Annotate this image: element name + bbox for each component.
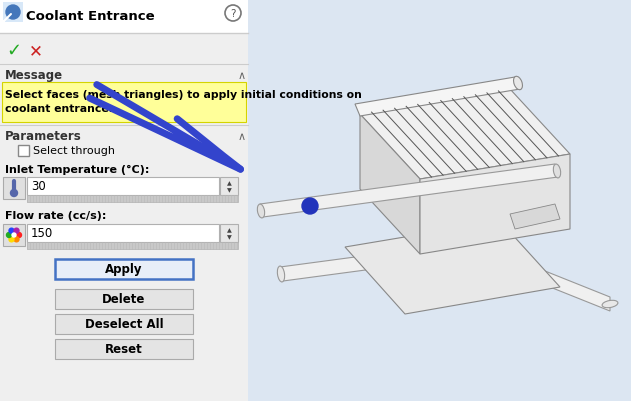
FancyBboxPatch shape [55, 289, 193, 309]
Text: ✕: ✕ [29, 42, 43, 60]
Text: ∧: ∧ [238, 71, 246, 81]
Polygon shape [510, 205, 560, 229]
Circle shape [302, 198, 318, 215]
Ellipse shape [514, 77, 522, 91]
Text: ▼: ▼ [227, 235, 232, 240]
FancyBboxPatch shape [3, 225, 25, 246]
Text: Flow rate (cc/s):: Flow rate (cc/s): [5, 211, 107, 221]
Text: Reset: Reset [105, 342, 143, 356]
Circle shape [14, 229, 19, 234]
Text: ✓: ✓ [6, 42, 21, 60]
FancyBboxPatch shape [3, 3, 23, 23]
Circle shape [14, 237, 19, 242]
Ellipse shape [257, 205, 264, 219]
Text: Deselect All: Deselect All [85, 318, 163, 331]
Circle shape [11, 190, 18, 197]
Polygon shape [260, 164, 558, 217]
Text: ∧: ∧ [238, 132, 246, 142]
FancyBboxPatch shape [248, 0, 631, 401]
Text: ▲: ▲ [227, 228, 232, 233]
Ellipse shape [553, 165, 561, 178]
Text: Select through: Select through [33, 146, 115, 156]
Text: Select faces (mesh triangles) to apply initial conditions on: Select faces (mesh triangles) to apply i… [5, 90, 362, 100]
FancyBboxPatch shape [220, 225, 238, 242]
Polygon shape [355, 78, 520, 117]
Polygon shape [420, 155, 570, 254]
Circle shape [6, 6, 20, 20]
FancyBboxPatch shape [27, 196, 238, 203]
Text: Coolant Entrance: Coolant Entrance [26, 10, 155, 23]
FancyBboxPatch shape [27, 225, 219, 242]
Polygon shape [360, 90, 570, 180]
Text: Apply: Apply [105, 263, 143, 276]
FancyBboxPatch shape [3, 178, 25, 200]
FancyBboxPatch shape [27, 178, 219, 196]
Text: 150: 150 [31, 227, 53, 240]
FancyBboxPatch shape [248, 0, 631, 401]
FancyBboxPatch shape [18, 146, 29, 157]
Text: coolant entrance.: coolant entrance. [5, 104, 113, 114]
Ellipse shape [602, 300, 618, 308]
FancyBboxPatch shape [27, 242, 238, 249]
FancyBboxPatch shape [55, 314, 193, 334]
Text: ?: ? [230, 9, 236, 19]
FancyBboxPatch shape [0, 0, 248, 401]
Circle shape [9, 237, 14, 242]
FancyBboxPatch shape [55, 259, 193, 279]
Polygon shape [360, 115, 420, 254]
Text: ▼: ▼ [227, 188, 232, 193]
Polygon shape [510, 257, 610, 311]
Circle shape [12, 233, 16, 237]
Circle shape [9, 229, 14, 234]
Text: Message: Message [5, 69, 63, 82]
FancyBboxPatch shape [55, 339, 193, 359]
FancyBboxPatch shape [220, 178, 238, 196]
FancyBboxPatch shape [0, 0, 248, 34]
Text: 30: 30 [31, 180, 46, 193]
Polygon shape [280, 249, 418, 281]
Polygon shape [345, 221, 560, 314]
Text: ▲: ▲ [227, 181, 232, 186]
Ellipse shape [278, 266, 285, 282]
Text: Inlet Temperature (°C):: Inlet Temperature (°C): [5, 164, 150, 174]
FancyBboxPatch shape [2, 83, 246, 123]
Circle shape [6, 233, 11, 238]
Text: Parameters: Parameters [5, 130, 82, 143]
Circle shape [16, 233, 21, 238]
Text: Delete: Delete [102, 293, 146, 306]
